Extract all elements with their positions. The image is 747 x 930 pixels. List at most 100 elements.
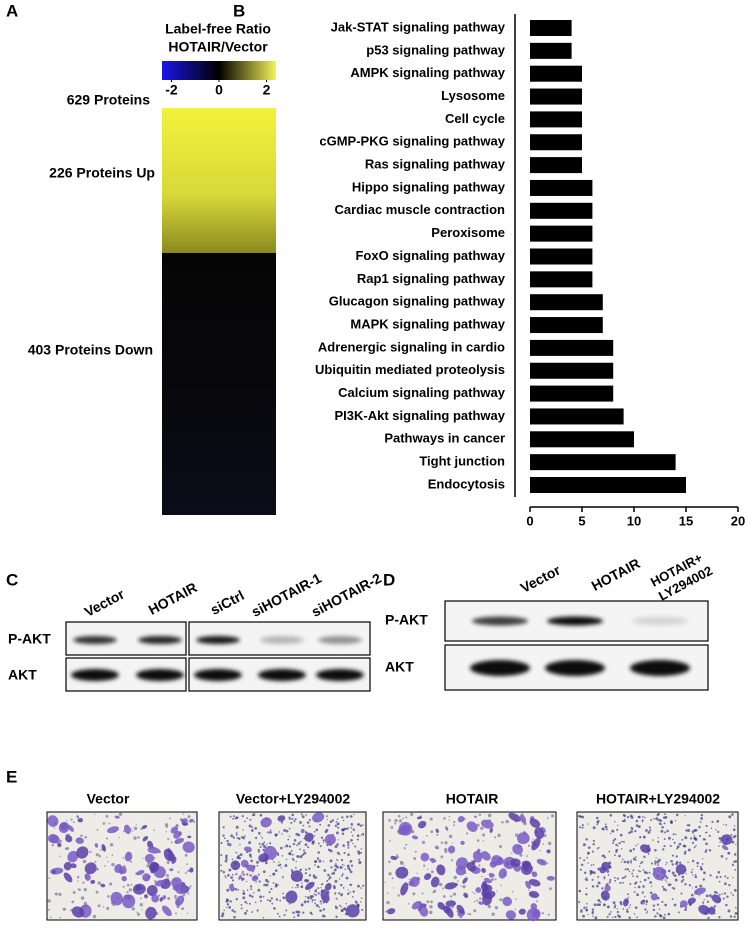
pore [650, 885, 653, 887]
cell [182, 841, 195, 853]
pore [667, 869, 671, 873]
lane-label: HOTAIR [146, 579, 200, 618]
pore [710, 827, 713, 829]
pore [405, 816, 408, 819]
band [472, 616, 528, 626]
bar [530, 65, 582, 82]
pore [705, 894, 709, 898]
cell [395, 866, 409, 879]
pore [297, 886, 299, 889]
cell [144, 853, 155, 863]
bar [530, 248, 593, 265]
pore [694, 875, 698, 879]
pore [290, 821, 293, 824]
pore [235, 816, 238, 820]
pore [733, 888, 737, 892]
pore [699, 868, 703, 871]
pore [662, 916, 666, 920]
pore [111, 862, 115, 867]
pore [288, 902, 291, 905]
cell [260, 817, 272, 828]
pore [727, 909, 731, 913]
pore [627, 893, 630, 896]
pore [335, 862, 337, 865]
pore [340, 893, 344, 897]
cell [76, 846, 89, 859]
category-label: Hippo signaling pathway [352, 179, 506, 194]
pore [97, 904, 101, 908]
pore [94, 813, 96, 816]
pore [453, 824, 455, 827]
pore [130, 883, 133, 886]
heatmap-down [162, 253, 276, 515]
pore [430, 900, 433, 904]
category-label: Ubiquitin mediated proteolysis [315, 362, 505, 377]
pore [393, 887, 395, 889]
pore [727, 852, 729, 854]
pore [220, 869, 223, 872]
panel-label: E [6, 767, 17, 786]
cell [136, 869, 145, 876]
pore [618, 915, 621, 919]
pore [630, 861, 632, 864]
pore [310, 913, 313, 916]
pore [182, 893, 186, 897]
colorbar-tick-label: -2 [165, 82, 178, 98]
pore [140, 827, 143, 831]
pore [628, 831, 631, 835]
pore [473, 892, 476, 895]
pore [630, 816, 634, 819]
pore [357, 850, 360, 854]
pore [300, 886, 303, 888]
cell [604, 884, 611, 892]
pore [259, 846, 262, 849]
pore [226, 839, 229, 843]
pore [308, 874, 312, 877]
cell [483, 877, 492, 884]
pore [662, 887, 666, 891]
pore [649, 881, 653, 884]
pore [295, 910, 299, 914]
pore [668, 836, 671, 840]
pore [92, 914, 97, 919]
lane-label: siCtrl [208, 587, 247, 618]
pore [80, 834, 83, 838]
cell [67, 825, 75, 832]
pore [595, 816, 599, 820]
cell [171, 856, 177, 864]
pore [250, 859, 253, 863]
pore [597, 899, 601, 902]
pore [679, 861, 682, 865]
pore [335, 915, 338, 918]
pore [674, 819, 677, 822]
pore [416, 872, 418, 874]
pore [596, 823, 599, 826]
pore [296, 883, 299, 887]
pore [77, 880, 79, 882]
cell [227, 842, 232, 847]
pore [315, 888, 317, 890]
pore [251, 826, 254, 829]
pore [306, 900, 310, 903]
pore [475, 815, 477, 818]
cell [59, 822, 69, 831]
cell [480, 851, 491, 861]
cell [518, 908, 526, 915]
pore [234, 887, 238, 891]
pore [704, 838, 707, 841]
pore [235, 873, 238, 876]
pore [347, 892, 350, 896]
pore [300, 813, 303, 816]
pore [635, 881, 638, 884]
pore [262, 895, 265, 898]
pore [433, 889, 437, 893]
pore [126, 883, 130, 887]
pore [705, 848, 708, 852]
pore [673, 841, 676, 844]
pore [233, 915, 236, 919]
pore [332, 871, 336, 875]
pore [272, 872, 276, 876]
cell [110, 891, 123, 906]
pore [676, 847, 679, 850]
pore [453, 875, 457, 880]
